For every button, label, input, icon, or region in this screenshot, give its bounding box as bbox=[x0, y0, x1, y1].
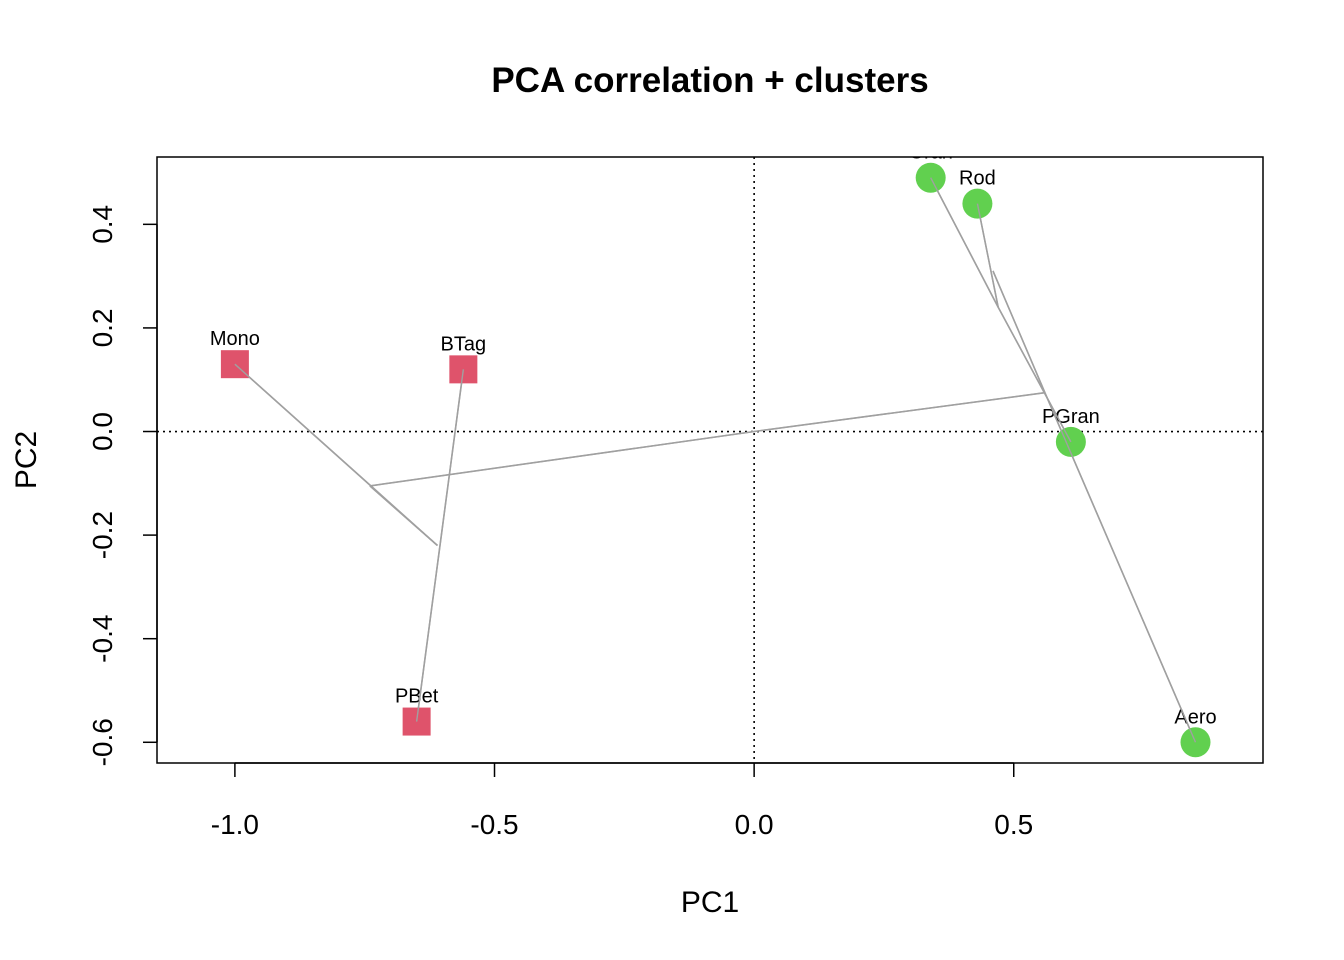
dendrogram-segment-overlay bbox=[754, 391, 1046, 433]
y-axis-label: PC2 bbox=[10, 431, 43, 489]
reference-lines bbox=[157, 157, 1263, 763]
y-tick-label: -0.4 bbox=[87, 615, 118, 663]
dendrogram-segment-overlay bbox=[369, 485, 438, 546]
x-tick-label: 0.5 bbox=[994, 809, 1033, 840]
x-tick-label: -0.5 bbox=[470, 809, 518, 840]
dendrogram-segments bbox=[234, 177, 1197, 743]
point-label-pgran: PGran bbox=[1042, 406, 1100, 428]
dendrogram-segment-overlay bbox=[930, 177, 999, 308]
point-label-aero: Aero bbox=[1174, 706, 1216, 728]
x-axis: -1.0 -0.5 0.0 0.5 bbox=[211, 762, 1033, 840]
plot-frame bbox=[156, 156, 1264, 764]
y-tick-label: -0.6 bbox=[87, 718, 118, 766]
point-label-gran: Gran bbox=[908, 142, 952, 164]
y-tick-label: 0.2 bbox=[87, 308, 118, 347]
dendrogram-segment-overlay bbox=[415, 369, 465, 722]
y-axis: -0.6 -0.4 -0.2 0.0 0.2 0.4 bbox=[87, 205, 158, 766]
x-tick-label: 0.0 bbox=[735, 809, 774, 840]
y-tick-label: 0.4 bbox=[87, 205, 118, 244]
chart-title: PCA correlation + clusters bbox=[491, 61, 928, 100]
point-label-btag: BTag bbox=[441, 333, 487, 355]
point-label-rod: Rod bbox=[959, 168, 996, 190]
dendrogram-segment-overlay bbox=[1044, 392, 1197, 743]
x-tick-label: -1.0 bbox=[211, 809, 259, 840]
y-tick-label: 0.0 bbox=[87, 412, 118, 451]
dendrogram-segment-overlay bbox=[369, 430, 755, 487]
dendrogram-segment-overlay bbox=[992, 270, 1046, 393]
data-points bbox=[220, 162, 1211, 758]
dendrogram-segment-overlay bbox=[976, 203, 999, 308]
dendrogram-segment-overlay bbox=[997, 306, 1072, 443]
x-axis-label: PC1 bbox=[681, 886, 739, 919]
y-tick-label: -0.2 bbox=[87, 511, 118, 559]
point-label-pbet: PBet bbox=[395, 686, 439, 708]
point-labels: Mono BTag PBet Gran Rod PGran Aero bbox=[210, 142, 1217, 743]
point-label-mono: Mono bbox=[210, 328, 260, 350]
